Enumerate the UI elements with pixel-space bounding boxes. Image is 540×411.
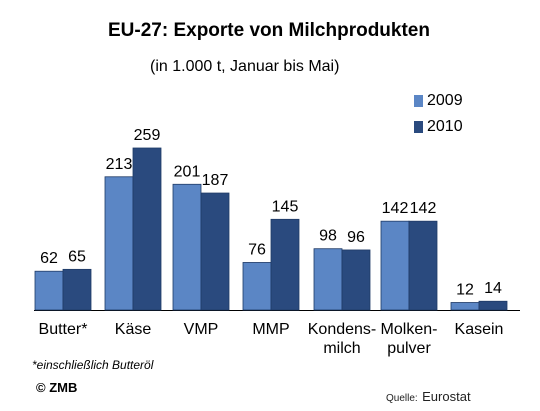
data-label-2010-vmp: 187 [202, 172, 229, 189]
bar-2009-vmp [172, 183, 202, 311]
bar-2009-butter [34, 270, 64, 311]
data-label-2009-vmp: 201 [174, 163, 201, 180]
data-label-2010-kasein: 14 [484, 280, 502, 297]
source: Quelle: Eurostat [386, 388, 471, 406]
source-label: Quelle: [386, 393, 418, 404]
category-label: VMP [183, 321, 219, 338]
bar-2009-mmp [242, 262, 272, 311]
copyright: © ZMB [36, 380, 78, 395]
chart-subtitle: (in 1.000 t, Januar bis Mai) [150, 58, 340, 75]
legend-item-2010: 2010 [414, 114, 463, 140]
data-label-2010-molkenpulver: 142 [410, 200, 437, 217]
data-label-2010-mmp: 145 [272, 198, 299, 215]
bar-2009-käse [104, 176, 134, 311]
category-label: Butter* [38, 321, 88, 338]
category-label: Molken- pulver [380, 321, 438, 357]
data-label-2009-kondensmilch: 98 [319, 228, 337, 245]
legend-item-2009: 2009 [414, 88, 463, 114]
category-label: Käse [114, 321, 152, 338]
data-label-2009-käse: 213 [106, 156, 133, 173]
legend: 2009 2010 [414, 88, 463, 140]
bar-2010-mmp [270, 218, 300, 311]
data-label-2009-butter: 62 [40, 250, 58, 267]
category-label: MMP [252, 321, 290, 338]
bar-2009-kondensmilch [313, 248, 343, 311]
chart-title: EU-27: Exporte von Milchprodukten [108, 20, 430, 41]
category-label: Kasein [454, 321, 504, 338]
legend-swatch-2010 [414, 121, 423, 133]
data-label-2010-käse: 259 [134, 127, 161, 144]
source-value: Eurostat [422, 389, 471, 404]
category-label: Kondens- milch [307, 321, 377, 357]
bar-2010-kondensmilch [341, 249, 371, 311]
bar-2009-molkenpulver [380, 220, 410, 311]
bar-2010-vmp [200, 192, 230, 311]
bar-2009-kasein [450, 302, 480, 311]
legend-swatch-2009 [414, 95, 423, 107]
data-label-2010-kondensmilch: 96 [347, 229, 365, 246]
data-label-2009-molkenpulver: 142 [382, 200, 409, 217]
bar-2010-molkenpulver [408, 220, 438, 311]
bar-2010-kasein [478, 300, 508, 311]
legend-label-2009: 2009 [427, 92, 463, 109]
data-label-2010-butter: 65 [68, 248, 86, 265]
bar-2010-käse [132, 147, 162, 311]
footnote: *einschließlich Butteröl [32, 358, 154, 372]
data-label-2009-kasein: 12 [456, 281, 474, 298]
bar-2010-butter [62, 268, 92, 311]
legend-label-2010: 2010 [427, 118, 463, 135]
data-label-2009-mmp: 76 [248, 241, 266, 258]
